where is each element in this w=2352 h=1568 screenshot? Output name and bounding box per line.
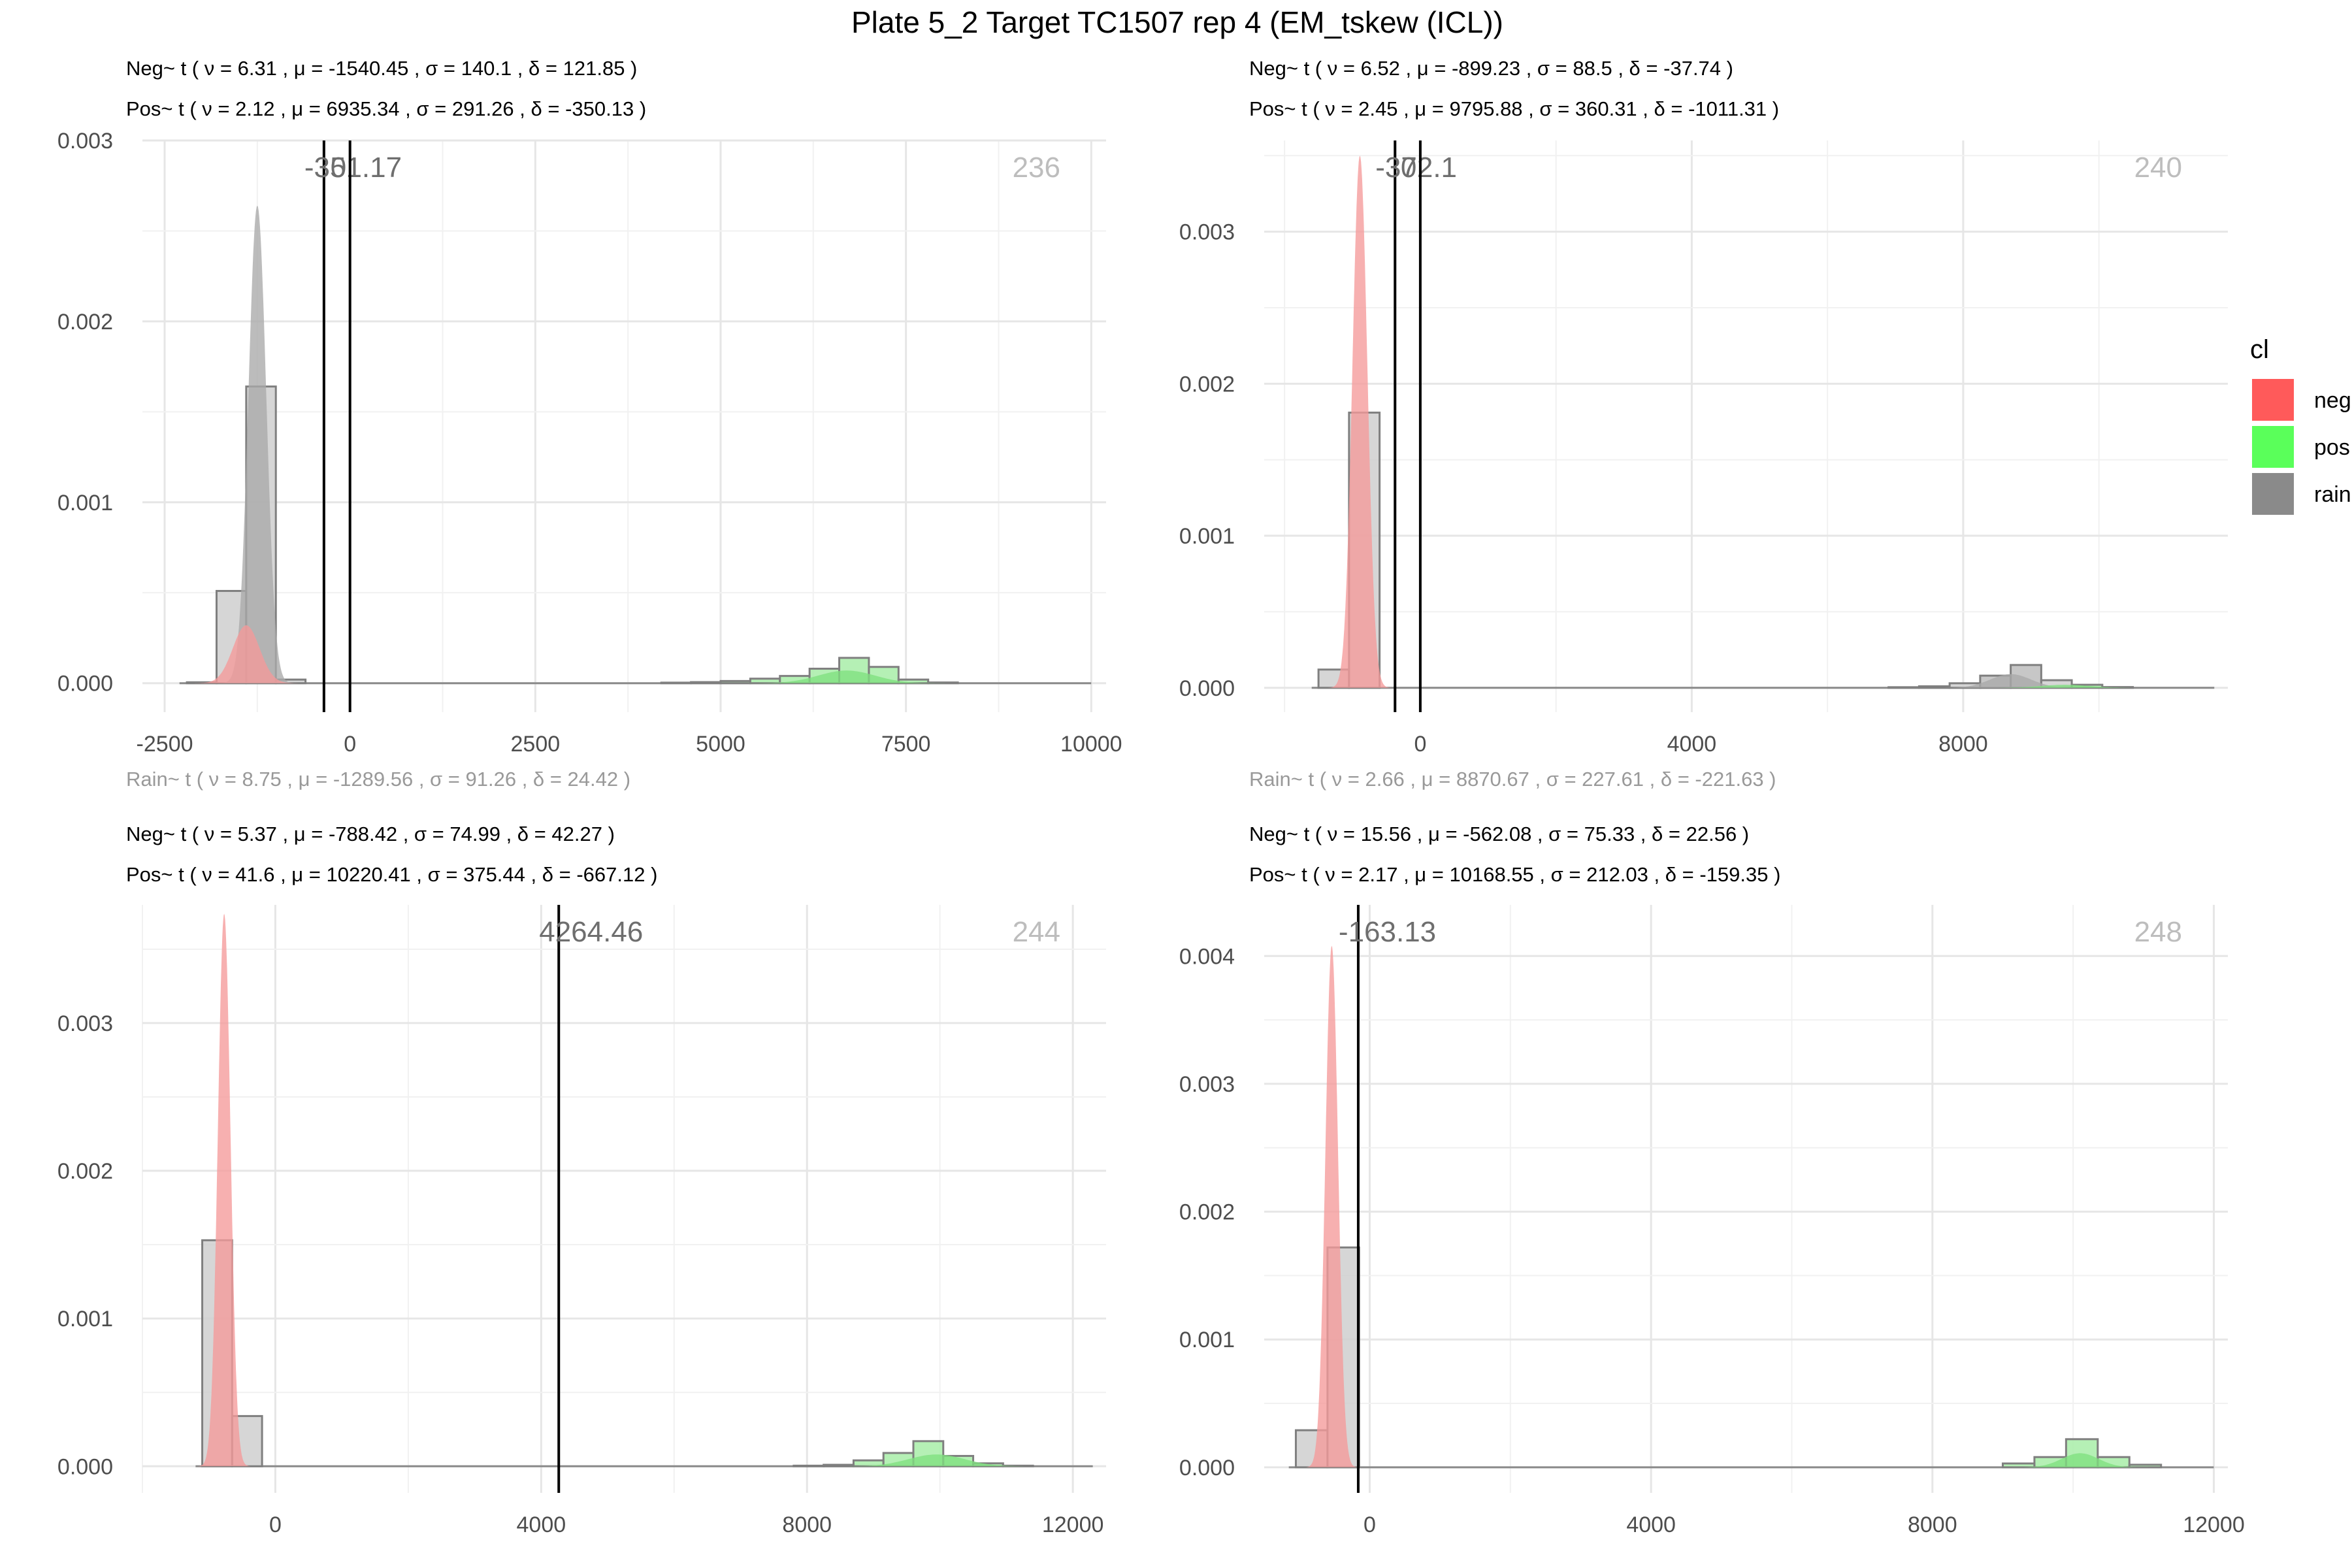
x-tick-label: 10000 [1060,732,1122,757]
panel-3: Neg~ t ( ν = 5.37 , μ = -788.42 , σ = 74… [57,823,1106,1537]
density-pos [1958,685,2172,688]
histogram-bin [690,681,722,685]
droplet-count: 240 [2134,152,2182,184]
density-pos [719,670,973,683]
stats-pos: Pos~ t ( ν = 2.45 , μ = 9795.88 , σ = 36… [1249,97,1779,120]
histogram-bin [2001,1462,2036,1469]
stats-neg: Neg~ t ( ν = 15.56 , μ = -562.08 , σ = 7… [1249,823,1749,845]
legend-label-pos: pos [2314,435,2350,460]
y-tick-label: 0.002 [1179,372,1235,397]
y-tick-label: 0.000 [1179,1456,1235,1480]
density-neg [186,625,306,683]
density-neg [195,913,253,1467]
x-tick-label: 5000 [696,732,745,757]
x-tick-label: 0 [269,1512,282,1537]
y-tick-label: 0.001 [1179,1328,1235,1352]
density-pos [811,1454,1062,1467]
stats-rain: Rain~ t ( ν = 8.75 , μ = -1289.56 , σ = … [126,768,630,791]
density-rain [217,205,298,683]
legend-title: cl [2250,335,2269,364]
droplet-count: 248 [2134,916,2182,948]
x-tick-label: 4000 [517,1512,566,1537]
y-tick-label: 0.004 [1179,944,1235,969]
y-tick-label: 0.003 [57,129,113,154]
histogram-bin [1918,685,1951,689]
x-tick-label: 0 [1414,732,1426,757]
density-rain [1919,674,2102,688]
x-tick-label: 8000 [1938,732,1988,757]
x-tick-label: -2500 [137,732,193,757]
legend-swatch-neg [2252,379,2294,421]
y-tick-label: 0.002 [57,1159,113,1184]
y-tick-label: 0.000 [57,672,113,696]
y-tick-label: 0.003 [1179,1072,1235,1097]
legend-swatch-pos [2252,426,2294,468]
stats-rain: Rain~ t ( ν = 2.66 , μ = 8870.67 , σ = 2… [1249,768,1776,791]
density-neg [1303,945,1360,1467]
panels: Neg~ t ( ν = 6.31 , μ = -1540.45 , σ = 1… [57,57,2245,1537]
droplet-count: 244 [1013,916,1060,948]
y-tick-label: 0.003 [57,1011,113,1036]
y-tick-label: 0.000 [57,1454,113,1479]
histogram-bin [719,679,751,685]
histogram-bin [749,678,781,685]
threshold-label: 4264.46 [539,916,643,948]
stats-neg: Neg~ t ( ν = 6.52 , μ = -899.23 , σ = 88… [1249,57,1733,80]
stats-pos: Pos~ t ( ν = 2.12 , μ = 6935.34 , σ = 29… [126,97,646,120]
threshold-label: 0 [1401,152,1416,184]
panel-2: Neg~ t ( ν = 6.52 , μ = -899.23 , σ = 88… [1179,57,2228,791]
panel-1: Neg~ t ( ν = 6.31 , μ = -1540.45 , σ = 1… [57,57,1122,791]
x-tick-label: 7500 [881,732,931,757]
x-tick-label: 4000 [1667,732,1717,757]
y-tick-label: 0.002 [1179,1200,1235,1225]
threshold-label: -351.17 [304,152,402,184]
y-tick-label: 0.001 [57,1307,113,1331]
x-tick-label: 0 [1364,1512,1376,1537]
threshold-label: -372.1 [1375,152,1457,184]
panel-4: Neg~ t ( ν = 15.56 , μ = -562.08 , σ = 7… [1179,823,2245,1537]
density-pos [1997,1453,2163,1467]
histogram-bin [2128,1463,2163,1469]
stats-pos: Pos~ t ( ν = 41.6 , μ = 10220.41 , σ = 3… [126,863,657,886]
x-tick-label: 12000 [2183,1512,2245,1537]
y-tick-label: 0.002 [57,310,113,335]
histogram-bin [1887,686,1920,689]
stats-neg: Neg~ t ( ν = 6.31 , μ = -1540.45 , σ = 1… [126,57,637,80]
stats-neg: Neg~ t ( ν = 5.37 , μ = -788.42 , σ = 74… [126,823,615,845]
x-tick-label: 8000 [782,1512,832,1537]
y-tick-label: 0.001 [57,491,113,515]
threshold-label: -163.13 [1339,916,1436,948]
y-tick-label: 0.000 [1179,676,1235,701]
legend-label-neg: neg [2314,388,2351,413]
x-tick-label: 4000 [1626,1512,1676,1537]
x-tick-label: 0 [344,732,356,757]
threshold-label: 0 [331,152,346,184]
x-tick-label: 2500 [511,732,561,757]
figure-title: Plate 5_2 Target TC1507 rep 4 (EM_tskew … [851,5,1503,39]
histogram-bin [823,1463,855,1467]
histogram-bin [792,1464,825,1467]
legend-swatch-rain [2252,473,2294,515]
stats-pos: Pos~ t ( ν = 2.17 , μ = 10168.55 , σ = 2… [1249,863,1780,886]
x-tick-label: 8000 [1908,1512,1957,1537]
y-tick-label: 0.003 [1179,220,1235,245]
x-tick-label: 12000 [1042,1512,1104,1537]
legend-label-rain: rain [2314,482,2351,507]
density-neg [1326,155,1394,688]
y-tick-label: 0.001 [1179,524,1235,549]
legend: cl neg pos rain [2250,335,2351,515]
droplet-count: 236 [1013,152,1060,184]
